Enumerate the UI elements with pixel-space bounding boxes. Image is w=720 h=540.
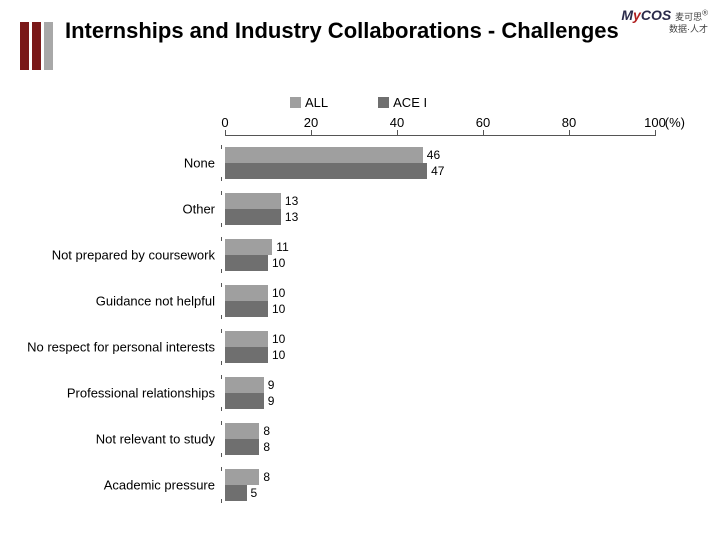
category-label: Not prepared by coursework bbox=[15, 248, 215, 263]
bar-ace: 10 bbox=[225, 347, 268, 363]
plot-region: None4647Other1313Not prepared by coursew… bbox=[225, 135, 655, 515]
bar-value: 10 bbox=[268, 256, 285, 270]
legend-item: ALL bbox=[290, 95, 328, 110]
bar-pair: 1313 bbox=[225, 186, 655, 232]
bar-pair: 85 bbox=[225, 462, 655, 508]
category-label: No respect for personal interests bbox=[15, 340, 215, 355]
bar-ace: 13 bbox=[225, 209, 281, 225]
bar-value: 13 bbox=[281, 194, 298, 208]
axis-tick bbox=[655, 130, 656, 136]
legend-label: ALL bbox=[305, 95, 328, 110]
axis-tick-label: 0 bbox=[221, 115, 228, 130]
bar-value: 9 bbox=[264, 378, 275, 392]
legend-swatch bbox=[378, 97, 389, 108]
axis-tick-label: 60 bbox=[476, 115, 490, 130]
bar-pair: 1010 bbox=[225, 278, 655, 324]
bar-ace: 47 bbox=[225, 163, 427, 179]
bar-value: 5 bbox=[247, 486, 258, 500]
bar-all: 8 bbox=[225, 469, 259, 485]
bar-value: 47 bbox=[427, 164, 444, 178]
chart-row: Other1313 bbox=[225, 186, 655, 232]
chart-row: Not relevant to study88 bbox=[225, 416, 655, 462]
bar-ace: 8 bbox=[225, 439, 259, 455]
category-label: Academic pressure bbox=[15, 478, 215, 493]
axis-tick-label: 80 bbox=[562, 115, 576, 130]
page-title: Internships and Industry Collaborations … bbox=[65, 18, 619, 44]
bar-ace: 5 bbox=[225, 485, 247, 501]
chart-row: Academic pressure85 bbox=[225, 462, 655, 508]
chart-area: ALL ACE I 0 20 40 60 80 100(%) None4647Other13… bbox=[20, 95, 700, 525]
bar-value: 10 bbox=[268, 348, 285, 362]
title-bar bbox=[44, 22, 53, 70]
bar-pair: 1010 bbox=[225, 324, 655, 370]
category-label: Other bbox=[15, 202, 215, 217]
x-axis-labels: 0 20 40 60 80 100(%) bbox=[20, 115, 700, 133]
bar-pair: 4647 bbox=[225, 140, 655, 186]
bar-value: 11 bbox=[272, 240, 288, 254]
title-bar bbox=[20, 22, 29, 70]
bar-all: 13 bbox=[225, 193, 281, 209]
category-label: Guidance not helpful bbox=[15, 294, 215, 309]
axis-tick-label: 20 bbox=[304, 115, 318, 130]
bar-value: 8 bbox=[259, 440, 270, 454]
bar-value: 13 bbox=[281, 210, 298, 224]
bar-value: 8 bbox=[259, 470, 270, 484]
title-bar bbox=[32, 22, 41, 70]
legend-label: ACE I bbox=[393, 95, 427, 110]
chart-row: None4647 bbox=[225, 140, 655, 186]
header: Internships and Industry Collaborations … bbox=[0, 0, 720, 70]
chart-row: Guidance not helpful1010 bbox=[225, 278, 655, 324]
bar-pair: 1110 bbox=[225, 232, 655, 278]
axis-tick-label: 100 bbox=[644, 115, 666, 130]
bar-ace: 10 bbox=[225, 301, 268, 317]
legend-item: ACE I bbox=[378, 95, 427, 110]
bar-all: 11 bbox=[225, 239, 272, 255]
bar-all: 9 bbox=[225, 377, 264, 393]
title-accent-bars bbox=[20, 22, 53, 70]
axis-tick bbox=[311, 130, 312, 136]
legend: ALL ACE I bbox=[290, 95, 427, 110]
axis-tick-label: 40 bbox=[390, 115, 404, 130]
bar-value: 10 bbox=[268, 332, 285, 346]
bar-all: 10 bbox=[225, 285, 268, 301]
chart-row: Professional relationships99 bbox=[225, 370, 655, 416]
bar-value: 10 bbox=[268, 302, 285, 316]
bar-all: 10 bbox=[225, 331, 268, 347]
axis-tick bbox=[225, 130, 226, 136]
category-label: None bbox=[15, 156, 215, 171]
chart-row: Not prepared by coursework1110 bbox=[225, 232, 655, 278]
bar-value: 9 bbox=[264, 394, 275, 408]
axis-tick bbox=[569, 130, 570, 136]
bar-ace: 10 bbox=[225, 255, 268, 271]
bar-all: 46 bbox=[225, 147, 423, 163]
legend-swatch bbox=[290, 97, 301, 108]
bar-pair: 88 bbox=[225, 416, 655, 462]
bar-value: 8 bbox=[259, 424, 270, 438]
chart-row: No respect for personal interests1010 bbox=[225, 324, 655, 370]
brand-logo: MyCOS 麦可思® 数据·人才 bbox=[621, 8, 708, 35]
category-label: Not relevant to study bbox=[15, 432, 215, 447]
category-label: Professional relationships bbox=[15, 386, 215, 401]
bar-value: 46 bbox=[423, 148, 440, 162]
axis-tick bbox=[397, 130, 398, 136]
axis-tick bbox=[483, 130, 484, 136]
axis-unit: (%) bbox=[665, 115, 685, 130]
bar-all: 8 bbox=[225, 423, 259, 439]
bar-ace: 9 bbox=[225, 393, 264, 409]
bar-value: 10 bbox=[268, 286, 285, 300]
bar-pair: 99 bbox=[225, 370, 655, 416]
